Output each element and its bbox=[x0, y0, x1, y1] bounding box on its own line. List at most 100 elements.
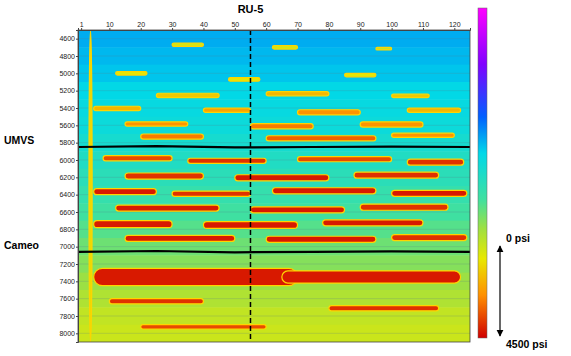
tick: 110 bbox=[418, 21, 429, 30]
grid-line bbox=[78, 56, 470, 57]
pressure-lens bbox=[125, 122, 188, 126]
tick: 8000 bbox=[59, 330, 78, 337]
tick: 10 bbox=[106, 21, 114, 30]
pressure-lens bbox=[156, 93, 219, 97]
tick-mark bbox=[76, 160, 78, 161]
tick: 20 bbox=[137, 21, 145, 30]
pressure-band bbox=[78, 65, 470, 83]
grid-line bbox=[78, 333, 470, 334]
pressure-lens bbox=[298, 157, 392, 162]
color-tick-label: 4500 psi bbox=[506, 338, 548, 350]
tick-mark bbox=[76, 299, 78, 300]
tick-mark bbox=[203, 28, 204, 30]
pressure-lens bbox=[392, 133, 455, 137]
tick-mark bbox=[81, 28, 82, 30]
pressure-lens bbox=[235, 175, 329, 181]
tick-mark bbox=[76, 212, 78, 213]
tick-mark bbox=[141, 28, 142, 30]
pressure-lens bbox=[323, 220, 423, 226]
pressure-band bbox=[78, 203, 470, 221]
horizon-label: UMVS bbox=[4, 134, 34, 146]
tick-label: 90 bbox=[357, 21, 365, 28]
tick-mark bbox=[298, 28, 299, 30]
pressure-lens bbox=[392, 190, 467, 196]
tick-mark bbox=[454, 28, 455, 30]
pressure-lens bbox=[392, 94, 430, 97]
pressure-lens bbox=[250, 124, 313, 129]
tick: 50 bbox=[231, 21, 239, 30]
tick-mark bbox=[76, 177, 78, 178]
grid-line bbox=[78, 142, 470, 143]
color-bar bbox=[478, 8, 487, 338]
tick-label: 100 bbox=[386, 21, 398, 28]
tick: 5000 bbox=[59, 70, 78, 77]
tick-mark bbox=[76, 316, 78, 317]
tick: 40 bbox=[200, 21, 208, 30]
tick-label: 7600 bbox=[59, 295, 75, 302]
pressure-lens bbox=[125, 173, 203, 179]
pressure-band bbox=[78, 99, 470, 117]
pressure-lens bbox=[125, 235, 235, 241]
tick: 6200 bbox=[59, 174, 78, 181]
tick: 120 bbox=[449, 21, 461, 30]
grid-line bbox=[78, 38, 470, 39]
pressure-lens bbox=[109, 299, 203, 304]
tick: 7000 bbox=[59, 243, 78, 250]
grid-line bbox=[78, 264, 470, 265]
tick: 1 bbox=[80, 21, 84, 30]
tick-label: 6600 bbox=[59, 209, 75, 216]
tick: 5800 bbox=[59, 139, 78, 146]
tick: 90 bbox=[357, 21, 365, 30]
tick-mark bbox=[109, 28, 110, 30]
pressure-lens bbox=[94, 106, 141, 110]
tick: 6600 bbox=[59, 209, 78, 216]
tick: 7400 bbox=[59, 278, 78, 285]
pressure-band bbox=[78, 82, 470, 100]
pressure-lens bbox=[376, 47, 392, 50]
pressure-lens bbox=[94, 189, 157, 195]
horizon-label: Cameo bbox=[4, 239, 39, 251]
tick-label: 110 bbox=[418, 21, 429, 28]
pressure-lens bbox=[103, 156, 172, 161]
tick: 6000 bbox=[59, 157, 78, 164]
pressure-lens bbox=[360, 204, 448, 210]
tick-label: 60 bbox=[263, 21, 271, 28]
tick-label: 5400 bbox=[59, 105, 75, 112]
pressure-lens bbox=[94, 221, 172, 228]
tick-mark bbox=[392, 28, 393, 30]
tick-mark bbox=[329, 28, 330, 30]
pressure-lens bbox=[272, 46, 297, 49]
x-axis: 1102030405060708090100110120 bbox=[79, 21, 471, 31]
pressure-lens bbox=[354, 172, 439, 178]
tick: 7200 bbox=[59, 261, 78, 268]
pressure-lens bbox=[266, 92, 329, 96]
pressure-band bbox=[78, 169, 470, 187]
tick-mark bbox=[76, 91, 78, 92]
tick-label: 70 bbox=[294, 21, 302, 28]
tick-label: 6800 bbox=[59, 226, 75, 233]
tick-mark bbox=[266, 28, 267, 30]
tick: 6400 bbox=[59, 191, 78, 198]
pressure-lens bbox=[141, 325, 266, 329]
tick-mark bbox=[172, 28, 173, 30]
pressure-band bbox=[78, 47, 470, 65]
well-line bbox=[250, 30, 252, 342]
tick: 7600 bbox=[59, 295, 78, 302]
pressure-lens bbox=[172, 191, 250, 196]
tick-label: 5200 bbox=[59, 87, 75, 94]
tick-mark bbox=[76, 108, 78, 109]
tick-label: 20 bbox=[137, 21, 145, 28]
tick-mark bbox=[423, 28, 424, 30]
tick-mark bbox=[76, 229, 78, 230]
tick-label: 4600 bbox=[59, 35, 75, 42]
pressure-arrow bbox=[499, 246, 500, 336]
tick-label: 7800 bbox=[59, 313, 75, 320]
tick-mark bbox=[76, 281, 78, 282]
axis-line bbox=[76, 31, 79, 343]
tick-mark bbox=[76, 195, 78, 196]
pressure-lens bbox=[89, 30, 92, 342]
pressure-lens bbox=[329, 306, 439, 311]
tick: 4600 bbox=[59, 35, 78, 42]
color-tick-label: 0 psi bbox=[506, 232, 530, 244]
pressure-lens bbox=[266, 236, 376, 242]
